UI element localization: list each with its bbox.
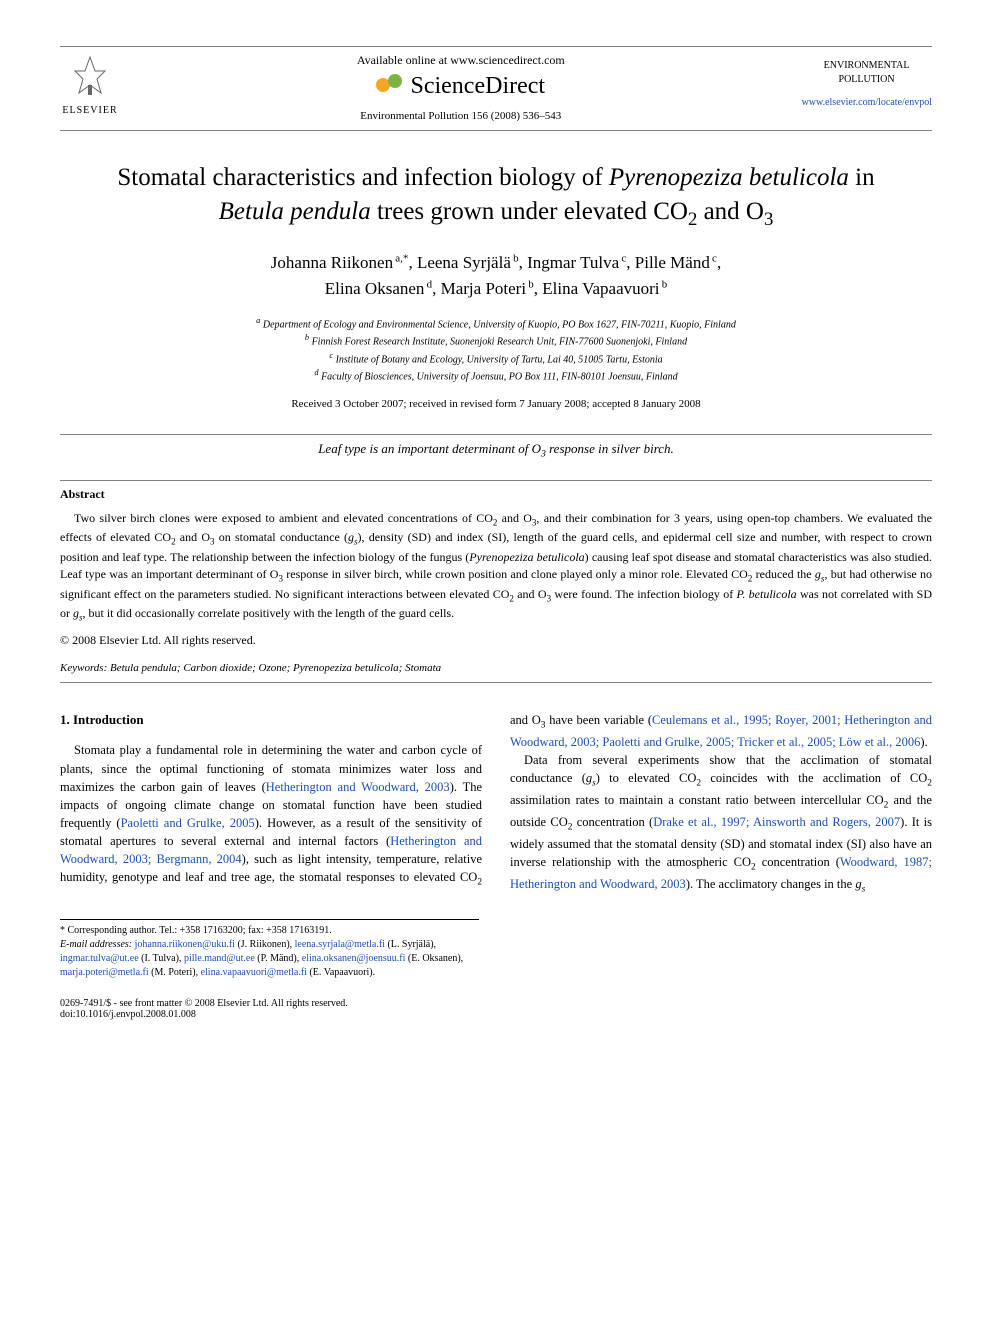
citation-link[interactable]: Woodward, 1987; Hetherington and Woodwar…	[510, 855, 932, 891]
title-species1: Pyrenopeziza betulicola	[609, 164, 849, 191]
email-link[interactable]: johanna.riikonen@uku.fi	[135, 939, 235, 950]
title-species2: Betula pendula	[219, 198, 371, 225]
body-columns: 1. Introduction Stomata play a fundament…	[60, 711, 932, 898]
journal-name-line1: ENVIRONMENTAL	[802, 59, 932, 73]
author: Leena Syrjälä b	[417, 253, 519, 272]
footer: 0269-7491/$ - see front matter © 2008 El…	[60, 998, 932, 1020]
email-link[interactable]: elina.vapaavuori@metla.fi	[201, 967, 307, 978]
keywords: Keywords: Betula pendula; Carbon dioxide…	[60, 662, 932, 674]
affiliation-line: c Institute of Botany and Ecology, Unive…	[60, 350, 932, 367]
authors-list: Johanna Riikonen a,*, Leena Syrjälä b, I…	[60, 250, 932, 301]
email-link[interactable]: leena.syrjala@metla.fi	[295, 939, 385, 950]
sciencedirect-logo: ScienceDirect	[120, 72, 802, 100]
abstract-body: Two silver birch clones were exposed to …	[60, 510, 932, 625]
affiliations: a Department of Ecology and Environmenta…	[60, 315, 932, 384]
citation-link[interactable]: Hetherington and Woodward, 2003	[266, 780, 450, 794]
citation-link[interactable]: Ceulemans et al., 1995; Royer, 2001; Het…	[510, 713, 932, 749]
journal-reference: Environmental Pollution 156 (2008) 536–5…	[120, 110, 802, 122]
author: Elina Oksanen d	[325, 279, 432, 298]
article-dates: Received 3 October 2007; received in rev…	[60, 398, 932, 410]
email-link[interactable]: marja.poteri@metla.fi	[60, 967, 149, 978]
footer-left: 0269-7491/$ - see front matter © 2008 El…	[60, 998, 348, 1020]
sciencedirect-icon	[376, 72, 404, 100]
title-text: Stomatal characteristics and infection b…	[117, 164, 609, 191]
keyword: Carbon dioxide	[183, 662, 252, 674]
highlight-statement: Leaf type is an important determinant of…	[60, 441, 932, 460]
citation-link[interactable]: Paoletti and Grulke, 2005	[121, 816, 255, 830]
introduction-heading: 1. Introduction	[60, 711, 482, 730]
author: Ingmar Tulva c	[527, 253, 626, 272]
corresponding-author: * Corresponding author. Tel.: +358 17163…	[60, 924, 479, 938]
journal-name-line2: POLLUTION	[802, 73, 932, 87]
email-link[interactable]: ingmar.tulva@ut.ee	[60, 953, 139, 964]
keyword: Ozone	[259, 662, 287, 674]
keywords-rule	[60, 682, 932, 683]
intro-para-2: Data from several experiments show that …	[510, 751, 932, 898]
footnotes: * Corresponding author. Tel.: +358 17163…	[60, 919, 479, 980]
title-sub: 3	[764, 209, 773, 230]
title-text: in	[849, 164, 875, 191]
copyright-line: © 2008 Elsevier Ltd. All rights reserved…	[60, 633, 932, 648]
available-online-text: Available online at www.sciencedirect.co…	[120, 53, 802, 68]
title-sub: 2	[688, 209, 697, 230]
email-addresses: E-mail addresses: johanna.riikonen@uku.f…	[60, 938, 479, 980]
keyword: Stomata	[405, 662, 441, 674]
journal-homepage-link[interactable]: www.elsevier.com/locate/envpol	[802, 97, 932, 108]
elsevier-tree-icon	[60, 53, 120, 105]
citation-link[interactable]: Hetherington and Woodward, 2003; Bergman…	[60, 834, 482, 866]
top-rule	[60, 46, 932, 47]
author: Johanna Riikonen a,*	[271, 253, 409, 272]
header: ELSEVIER Available online at www.science…	[60, 53, 932, 122]
article-title: Stomatal characteristics and infection b…	[100, 161, 892, 232]
dates-rule	[60, 434, 932, 435]
highlight-text: Leaf type is an important determinant of…	[318, 441, 541, 456]
keywords-label: Keywords:	[60, 662, 107, 674]
journal-box-col: ENVIRONMENTAL POLLUTION www.elsevier.com…	[802, 53, 932, 108]
front-matter-line: 0269-7491/$ - see front matter © 2008 El…	[60, 998, 348, 1009]
abstract-heading: Abstract	[60, 487, 932, 502]
keyword: Betula pendula	[110, 662, 177, 674]
author: Elina Vapaavuori b	[542, 279, 667, 298]
author: Pille Mänd c	[635, 253, 717, 272]
title-text: trees grown under elevated CO	[371, 198, 688, 225]
center-header: Available online at www.sciencedirect.co…	[120, 53, 802, 122]
affiliation-line: d Faculty of Biosciences, University of …	[60, 367, 932, 384]
doi-line: doi:10.1016/j.envpol.2008.01.008	[60, 1009, 348, 1020]
highlight-text: response in silver birch.	[546, 441, 674, 456]
keyword: Pyrenopeziza betulicola	[293, 662, 399, 674]
email-link[interactable]: elina.oksanen@joensuu.fi	[302, 953, 406, 964]
author: Marja Poteri b	[441, 279, 534, 298]
email-link[interactable]: pille.mand@ut.ee	[184, 953, 255, 964]
title-text: and O	[697, 198, 764, 225]
email-label: E-mail addresses:	[60, 939, 132, 950]
affiliation-line: b Finnish Forest Research Institute, Suo…	[60, 332, 932, 349]
affiliation-line: a Department of Ecology and Environmenta…	[60, 315, 932, 332]
citation-link[interactable]: Drake et al., 1997; Ainsworth and Rogers…	[653, 815, 900, 829]
header-rule	[60, 130, 932, 131]
journal-name-box: ENVIRONMENTAL POLLUTION	[802, 53, 932, 93]
sciencedirect-text: ScienceDirect	[410, 73, 545, 100]
highlight-rule	[60, 480, 932, 481]
elsevier-logo: ELSEVIER	[60, 53, 120, 116]
elsevier-label: ELSEVIER	[60, 105, 120, 116]
